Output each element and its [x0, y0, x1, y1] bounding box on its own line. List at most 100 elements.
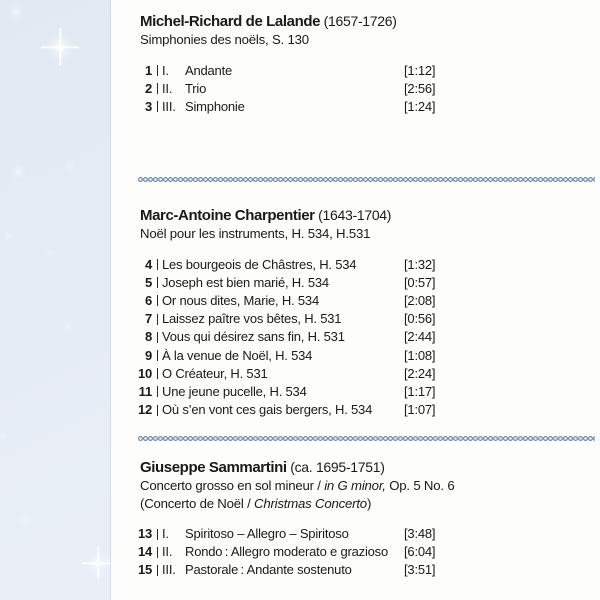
sparkle-icon	[44, 247, 56, 259]
track-time: [3:51]	[404, 562, 436, 578]
track-title: Pastorale : Andante sostenuto	[185, 562, 352, 578]
section-sammartini: Giuseppe Sammartini (ca. 1695-1751) Conce…	[133, 458, 595, 580]
section-header: Michel-Richard de Lalande (1657-1726)	[140, 12, 595, 31]
sparkle-icon	[62, 321, 74, 333]
composer-dates: (1657-1726)	[320, 13, 397, 29]
track-number: 9	[144, 347, 152, 363]
track-title: Une jeune pucelle, H. 534	[162, 383, 307, 399]
track-separator	[156, 368, 158, 380]
track-roman-numeral: III.	[162, 562, 176, 578]
track-title: Trio	[185, 80, 207, 96]
track-row: 5 Joseph est bien marié, H. 534 [0:57]	[133, 274, 595, 292]
track-title: À la venue de Noël, H. 534	[162, 347, 313, 363]
section-lalande: Michel-Richard de Lalande (1657-1726) Sim…	[133, 12, 595, 116]
subtitle-text: Op. 5 No. 6	[385, 478, 455, 493]
work-subtitle: (Concerto de Noël / Christmas Concerto)	[140, 495, 595, 513]
track-number: 8	[144, 329, 152, 345]
track-title: Simphonie	[185, 98, 245, 114]
track-title: Or nous dites, Marie, H. 534	[162, 292, 319, 308]
composer-dates: (1643-1704)	[314, 207, 392, 223]
section-charpentier: Marc-Antoine Charpentier (1643-1704) Noël…	[133, 206, 595, 419]
subtitle-text: Simphonies des noëls, S. 130	[140, 32, 309, 47]
track-roman-numeral: III.	[162, 98, 176, 114]
track-roman-numeral: I.	[162, 526, 169, 542]
composer-name: Marc-Antoine Charpentier	[140, 207, 315, 224]
subtitle-italic-text: Christmas Concerto	[254, 495, 367, 511]
track-roman-numeral: II.	[162, 80, 173, 96]
sparkle-icon	[40, 27, 80, 67]
track-time: [6:04]	[404, 544, 436, 560]
sparkle-icon	[0, 431, 9, 443]
track-row: 7 Laissez paître vos bêtes, H. 531 [0:56]	[133, 310, 595, 328]
sparkle-icon	[81, 546, 110, 580]
composer-dates: (ca. 1695-1751)	[286, 459, 385, 475]
track-number: 5	[144, 274, 152, 290]
section-header: Giuseppe Sammartini (ca. 1695-1751)	[140, 458, 595, 477]
track-time: [1:17]	[404, 383, 436, 399]
sparkle-ray	[81, 562, 110, 564]
track-row: 14 II. Rondo : Allegro moderato e grazioso…	[133, 543, 595, 561]
track-title: Andante	[185, 62, 233, 78]
track-separator	[156, 331, 158, 343]
track-number: 6	[144, 292, 152, 308]
track-row: 3 III. Simphonie [1:24]	[133, 98, 595, 116]
track-row: 9 À la venue de Noël, H. 534 [1:08]	[133, 346, 595, 364]
track-title: Spiritoso – Allegro – Spiritoso	[185, 526, 349, 542]
track-row: 13 I. Spiritoso – Allegro – Spiritoso [3:48…	[133, 525, 595, 543]
sparkle-icon	[10, 164, 26, 180]
track-roman-numeral: I.	[162, 62, 169, 78]
track-number: 1	[144, 62, 152, 78]
work-subtitle: Concerto grosso en sol mineur / in G min…	[140, 477, 595, 495]
track-separator	[156, 295, 158, 307]
composer-name: Giuseppe Sammartini	[140, 459, 287, 476]
track-title: Laissez paître vos bêtes, H. 531	[162, 311, 342, 327]
subtitle-text: Concerto grosso en sol mineur /	[140, 478, 325, 493]
track-separator	[156, 350, 158, 362]
subtitle-text: (Concerto de Noël /	[140, 495, 255, 511]
track-title: Rondo : Allegro moderato e grazioso	[185, 544, 389, 560]
sparkle-ray	[59, 27, 61, 67]
track-number: 14	[137, 544, 152, 560]
track-list: 13 I. Spiritoso – Allegro – Spiritoso [3:48…	[133, 525, 595, 580]
track-row: 4 Les bourgeois de Châstres, H. 534 [1:32]	[133, 256, 595, 274]
track-separator	[156, 528, 158, 540]
track-title: Les bourgeois de Châstres, H. 534	[162, 256, 357, 272]
section-divider	[138, 176, 595, 183]
track-time: [2:44]	[404, 329, 436, 345]
sparkle-icon	[7, 3, 25, 21]
work-subtitle: Simphonies des noëls, S. 130	[140, 31, 595, 49]
track-time: [0:57]	[404, 274, 436, 290]
track-title: Vous qui désirez sans fin, H. 531	[162, 329, 345, 345]
track-separator	[156, 546, 158, 558]
track-time: [1:08]	[404, 347, 436, 363]
track-row: 1 I. Andante [1:12]	[133, 62, 595, 80]
section-divider	[138, 435, 595, 442]
track-separator	[156, 277, 158, 289]
track-number: 2	[144, 80, 152, 96]
track-separator	[156, 83, 158, 95]
track-number: 7	[144, 311, 152, 327]
track-time: [2:24]	[404, 365, 436, 381]
track-roman-numeral: II.	[162, 544, 173, 560]
track-list: 1 I. Andante [1:12] 2 II. Trio [2:56] 3 III. Simph…	[133, 62, 595, 117]
track-separator	[156, 101, 158, 113]
track-time: [1:12]	[404, 62, 436, 78]
subtitle-text: )	[366, 495, 372, 511]
track-separator	[156, 564, 158, 576]
track-time: [1:07]	[404, 402, 436, 418]
track-row: 6 Or nous dites, Marie, H. 534 [2:08]	[133, 292, 595, 310]
track-row: 8 Vous qui désirez sans fin, H. 531 [2:44]	[133, 328, 595, 346]
track-number: 3	[144, 98, 152, 114]
track-time: [1:32]	[404, 256, 436, 272]
sparkle-ray	[40, 46, 80, 48]
sparkle-ray	[97, 546, 99, 580]
sparkle-icon	[17, 512, 33, 528]
track-number: 10	[137, 365, 152, 381]
work-subtitle: Noël pour les instruments, H. 534, H.531	[140, 225, 595, 243]
track-title: O Créateur, H. 531	[162, 365, 268, 381]
track-time: [1:24]	[404, 98, 436, 114]
track-title: Où s’en vont ces gais bergers, H. 534	[162, 402, 373, 418]
track-number: 15	[137, 562, 152, 578]
sparkle-icon	[63, 159, 77, 173]
track-row: 12 Où s’en vont ces gais bergers, H. 534 […	[133, 401, 595, 419]
